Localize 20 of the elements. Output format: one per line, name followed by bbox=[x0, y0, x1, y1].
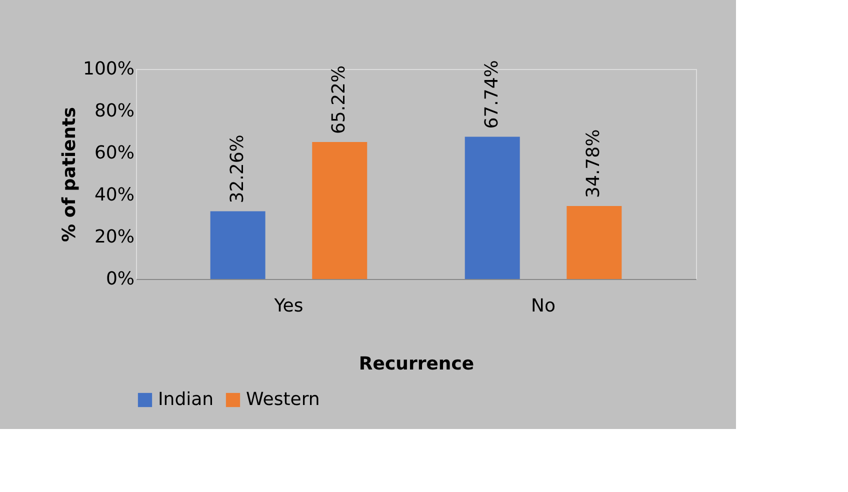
x-tick-label: Yes bbox=[273, 296, 304, 316]
data-label: 67.74% bbox=[481, 60, 502, 129]
y-tick-label: 40% bbox=[94, 184, 134, 206]
y-tick-label: 100% bbox=[83, 58, 134, 80]
x-tick-label: No bbox=[531, 296, 556, 316]
x-axis-title: Recurrence bbox=[358, 354, 474, 374]
data-label: 32.26% bbox=[226, 134, 248, 204]
y-tick-label: 20% bbox=[94, 226, 134, 248]
legend-label: Indian bbox=[158, 389, 214, 410]
bar bbox=[566, 206, 622, 279]
y-tick-label: 0% bbox=[106, 268, 134, 290]
y-tick-label: 80% bbox=[94, 100, 134, 122]
y-tick-label: 60% bbox=[94, 142, 134, 164]
y-axis-title: % of patients bbox=[59, 107, 80, 242]
bar bbox=[464, 136, 520, 279]
bar bbox=[312, 142, 368, 279]
data-label: 65.22% bbox=[328, 65, 350, 134]
bar bbox=[210, 211, 266, 279]
legend-label: Western bbox=[246, 389, 320, 410]
data-label: 34.78% bbox=[583, 129, 604, 198]
